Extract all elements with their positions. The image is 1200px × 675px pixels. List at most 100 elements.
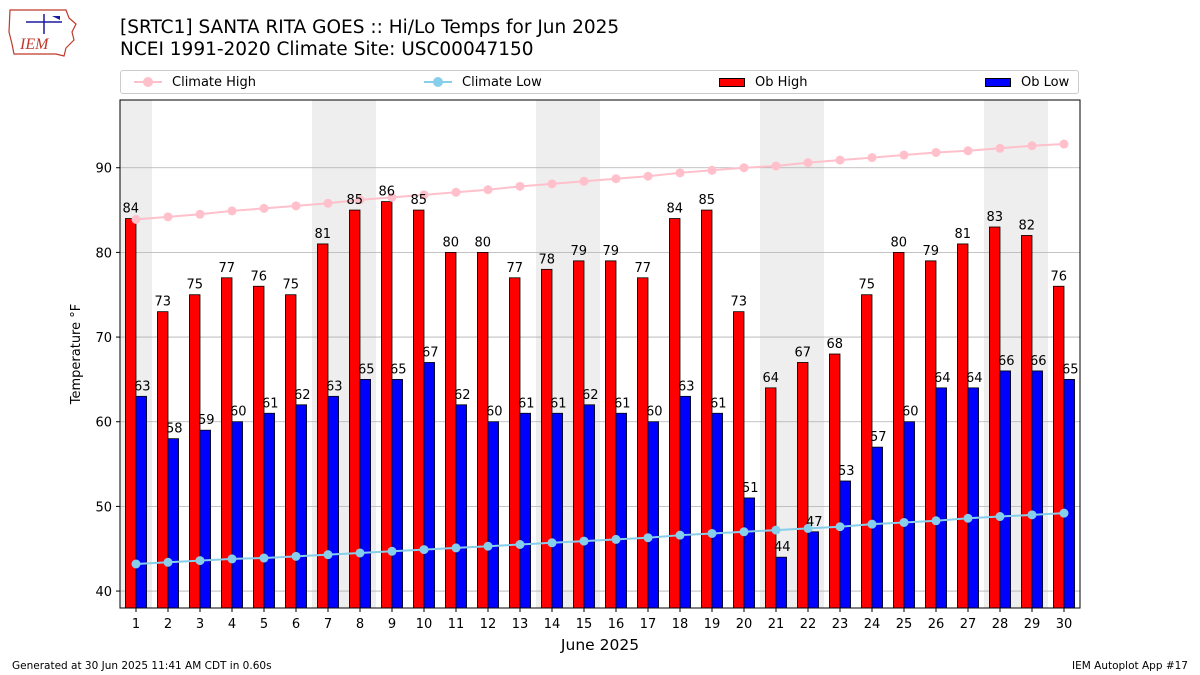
climate-high-point [291,201,301,211]
ob-high-value-label: 79 [570,244,587,259]
ob-high-bar [637,277,649,609]
ob-low-value-label: 61 [518,396,535,411]
x-tick-label: 24 [864,617,881,632]
ob-high-value-label: 75 [186,278,203,293]
climate-low-point [867,519,877,529]
legend-item-climate-high: Climate High [134,74,256,90]
x-tick-label: 13 [512,617,529,632]
ob-high-value-label: 77 [218,261,235,276]
ob-low-value-label: 61 [550,396,567,411]
ob-low-bar [487,421,499,609]
climate-high-point [931,147,941,157]
climate-low-point [803,523,813,533]
climate-low-point [291,551,301,561]
x-tick-label: 20 [736,617,753,632]
ob-low-value-label: 62 [454,388,471,403]
ob-low-bar [807,531,819,609]
ob-high-value-label: 73 [154,295,171,310]
climate-low-point [611,534,621,544]
ob-low-bar [423,362,435,609]
x-tick-label: 2 [164,617,172,632]
legend-item-climate-low: Climate Low [424,74,542,90]
ob-high-value-label: 83 [986,210,1003,225]
y-tick-label: 70 [95,331,112,346]
climate-low-point [131,559,141,569]
ob-high-bar [733,311,745,609]
climate-high-point [547,179,557,189]
ob-low-value-label: 62 [294,388,311,403]
y-tick-label: 50 [95,500,112,515]
x-tick-label: 16 [608,617,625,632]
y-tick-label: 40 [95,585,112,600]
ob-low-bar [295,404,307,609]
climate-low-point [483,541,493,551]
ob-high-value-label: 75 [858,278,875,293]
ob-low-value-label: 47 [806,515,823,530]
climate-high-point [835,155,845,165]
ob-high-bar [381,201,393,609]
ob-high-value-label: 67 [794,345,811,360]
climate-high-point [611,174,621,184]
legend: Climate High Climate Low Ob High Ob Low [120,70,1079,94]
climate-high-point [995,143,1005,153]
ob-low-value-label: 61 [262,396,279,411]
x-tick-label: 5 [260,617,268,632]
x-tick-label: 6 [292,617,300,632]
legend-label: Ob High [755,74,808,90]
climate-high-point [259,203,269,213]
climate-low-point [259,553,269,563]
ob-high-value-label: 78 [538,252,555,267]
ob-low-bar [647,421,659,609]
climate-low-point [579,536,589,546]
ob-high-bar [1053,285,1065,609]
climate-low-point [995,512,1005,522]
ob-high-value-label: 77 [634,261,651,276]
ob-high-value-label: 82 [1018,218,1035,233]
ob-low-value-label: 62 [582,388,599,403]
climate-high-point [515,181,525,191]
ob-high-bar [349,209,361,609]
ob-low-value-label: 44 [774,540,791,555]
x-tick-label: 7 [324,617,332,632]
x-tick-label: 17 [640,617,657,632]
x-tick-label: 26 [928,617,945,632]
climate-low-point [643,533,653,543]
climate-low-point [739,527,749,537]
climate-low-point [899,517,909,527]
ob-high-value-label: 79 [602,244,619,259]
ob-high-value-label: 80 [890,235,907,250]
climate-low-point [419,545,429,555]
ob-high-value-label: 73 [730,295,747,310]
ob-high-bar [989,226,1001,609]
climate-high-point [803,158,813,168]
ob-high-value-label: 76 [1050,269,1067,284]
ob-high-bar [605,260,617,609]
climate-low-point [835,522,845,532]
climate-low-point [771,525,781,535]
ob-low-bar [999,370,1011,609]
ob-high-bar [861,294,873,609]
climate-high-point [867,153,877,163]
plot-frame [119,99,1081,609]
x-tick-label: 28 [992,617,1009,632]
ob-low-bar [231,421,243,609]
ob-low-bar [135,395,147,609]
climate-low-point [707,528,717,538]
climate-high-point [771,161,781,171]
y-tick-label: 80 [95,246,112,261]
legend-label: Climate High [172,74,257,90]
ob-high-value-label: 64 [762,371,779,386]
x-tick-label: 8 [356,617,364,632]
x-tick-label: 21 [768,617,785,632]
ob-high-bar [1021,235,1033,609]
ob-low-bar [199,429,211,609]
ob-low-bar [327,395,339,609]
ob-low-value-label: 63 [134,379,151,394]
ob-high-bar [765,387,777,609]
legend-label: Ob Low [1021,74,1070,90]
climate-high-point [227,206,237,216]
climate-low-point [227,554,237,564]
x-tick-label: 15 [576,617,593,632]
ob-high-value-label: 81 [314,227,331,242]
